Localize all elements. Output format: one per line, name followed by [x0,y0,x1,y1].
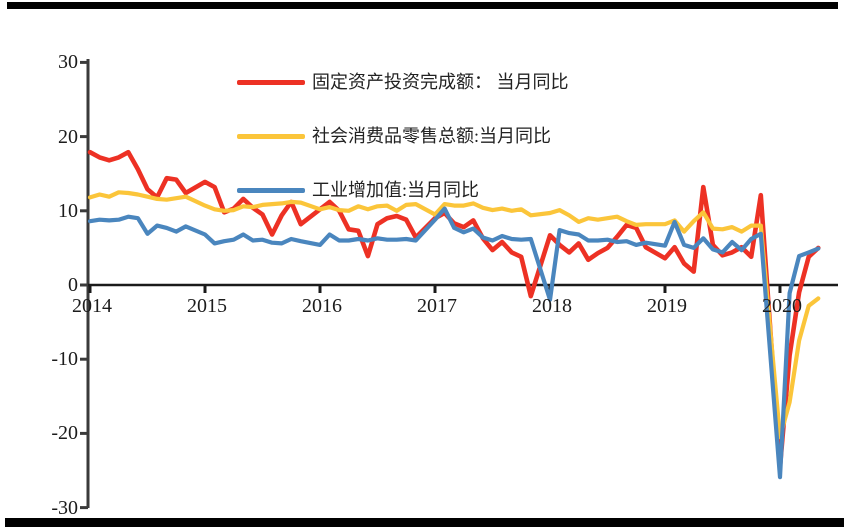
x-tick-label-2014: 2014 [72,295,112,317]
legend-line-red-icon [237,79,305,85]
legend-item-retail-sales: 社会消费品零售总额:当月同比 [237,125,551,147]
legend-label-industrial-value-added: 工业增加值:当月同比 [312,180,480,200]
series-line-retail-sales [87,190,821,440]
y-tick-label-20: 20 [58,125,78,148]
legend-line-blue-icon [237,187,305,193]
legend-line-yellow-icon [237,133,305,139]
x-tick-label-2020: 2020 [761,295,802,317]
x-tick-label-2017: 2017 [416,295,457,317]
legend-item-industrial-value-added: 工业增加值:当月同比 [237,179,479,201]
y-tick-label-10: 10 [58,199,78,222]
bottom-border-bar [5,518,844,527]
legend-label-retail-sales: 社会消费品零售总额:当月同比 [312,126,551,146]
y-tick-label--20: -20 [51,422,78,445]
x-tick-label-2018: 2018 [531,295,572,317]
x-tick-label-2015: 2015 [186,295,227,317]
y-tick-label--10: -10 [51,348,78,371]
y-tick-label-30: 30 [58,51,78,74]
x-tick-label-2016: 2016 [301,295,342,317]
top-border-bar [7,2,838,9]
x-tick-label-2019: 2019 [646,295,687,317]
series-line-industrial-value-added [87,206,821,480]
legend-label-fixed-asset-investment: 固定资产投资完成额： 当月同比 [312,72,569,92]
y-tick-label-0: 0 [68,274,78,296]
y-tick-label--30: -30 [51,496,78,519]
legend-item-fixed-asset-investment: 固定资产投资完成额： 当月同比 [237,71,569,93]
